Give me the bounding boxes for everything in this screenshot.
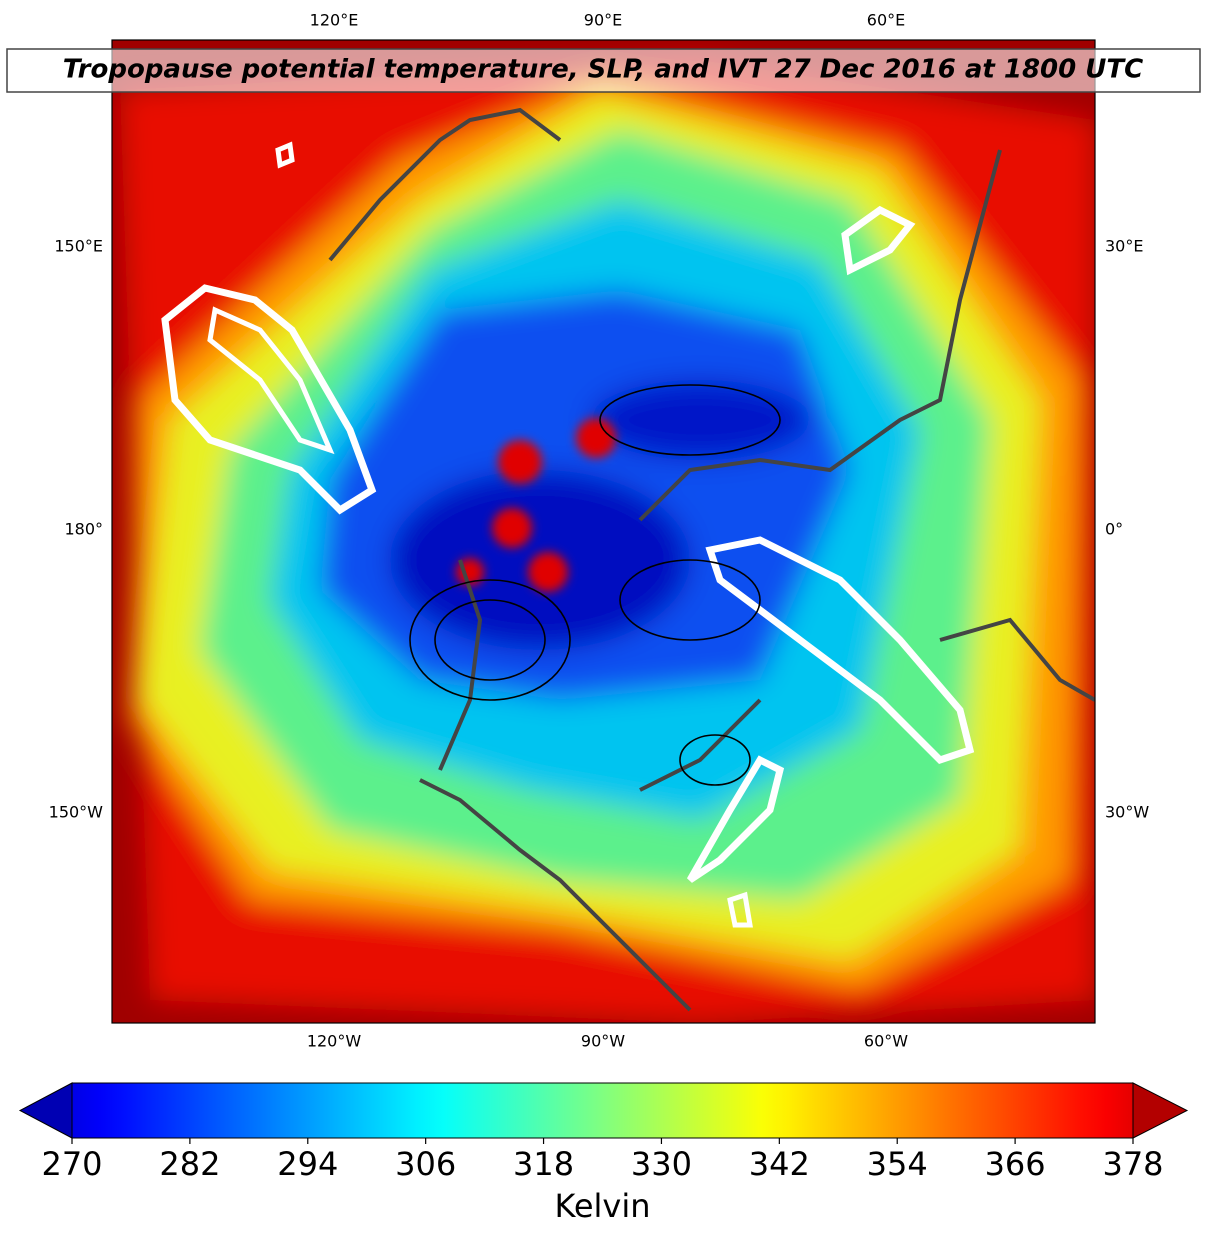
colorbar-tick-label: 318: [513, 1145, 574, 1183]
colorbar-label: Kelvin: [554, 1187, 650, 1225]
map-frame: [111, 39, 1096, 1024]
lon-label: 90°E: [584, 11, 622, 30]
colorbar-tick-label: 354: [867, 1145, 928, 1183]
colorbar-tick-label: 294: [277, 1145, 338, 1183]
colorbar-tick-label: 378: [1102, 1145, 1163, 1183]
colorbar-tick-label: 342: [749, 1145, 810, 1183]
lon-label: 120°W: [307, 1032, 362, 1051]
lat-label: 180°: [64, 520, 103, 539]
coastlines: [328, 107, 1095, 1012]
title: Tropopause potential temperature, SLP, a…: [63, 55, 1143, 85]
lat-label: 30°E: [1105, 237, 1143, 256]
lat-label: 150°E: [54, 237, 103, 256]
slp-contours: [409, 384, 781, 786]
colorbar-tick-label: 306: [395, 1145, 456, 1183]
lat-label: 150°W: [49, 803, 104, 822]
lon-label: 120°E: [310, 11, 359, 30]
ivt-contours: [161, 141, 975, 928]
lon-label: 60°E: [867, 11, 905, 30]
lon-label: 60°W: [864, 1032, 908, 1051]
lat-label: 0°: [1105, 520, 1123, 539]
colorbar: [71, 1082, 1134, 1139]
colorbar-tick-label: 330: [631, 1145, 692, 1183]
lon-label: 90°W: [581, 1032, 625, 1051]
colorbar-tick-label: 270: [41, 1145, 102, 1183]
colorbar-tick-label: 366: [985, 1145, 1046, 1183]
colorbar-tick-label: 282: [159, 1145, 220, 1183]
title-box: [6, 48, 1201, 93]
colorbar-extend-low: [18, 1082, 73, 1139]
map-field: [112, 40, 1095, 1023]
colorbar-extend-high: [1132, 1082, 1189, 1139]
lat-label: 30°W: [1105, 803, 1149, 822]
